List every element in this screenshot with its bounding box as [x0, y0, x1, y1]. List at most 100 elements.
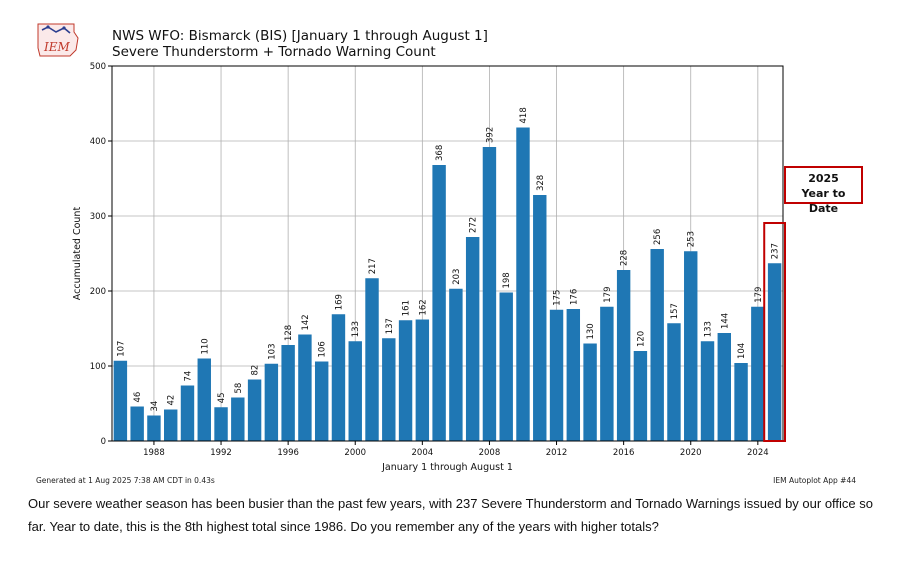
bar-value-label: 82 — [251, 365, 261, 376]
bar-value-label: 133 — [704, 321, 714, 337]
bar-2003 — [398, 320, 413, 441]
bar-value-label: 418 — [519, 107, 529, 123]
bar-1986 — [113, 360, 128, 441]
bar-value-label: 169 — [334, 294, 344, 310]
bar-1990 — [180, 385, 195, 441]
app-note: IEM Autoplot App #44 — [773, 476, 856, 485]
bar-1988 — [147, 415, 161, 441]
bar-value-label: 120 — [636, 331, 646, 347]
bar-value-label: 142 — [301, 314, 311, 330]
bar-value-label: 34 — [150, 401, 160, 412]
bar-value-label: 179 — [754, 287, 764, 303]
year-to-date-annotation: 2025 Year to Date — [784, 166, 863, 215]
bar-value-label: 237 — [771, 243, 781, 259]
bar-value-label: 162 — [418, 299, 428, 315]
bar-value-label: 176 — [569, 289, 579, 305]
bar-value-label: 133 — [351, 321, 361, 337]
bar-value-label: 368 — [435, 145, 445, 161]
bar-value-label: 392 — [485, 127, 495, 143]
bar-2008 — [482, 147, 497, 441]
bar-1987 — [130, 406, 144, 441]
bar-value-label: 128 — [284, 325, 294, 341]
bar-value-label: 161 — [402, 300, 412, 316]
bar-2005 — [432, 165, 446, 441]
y-tick-label: 200 — [90, 287, 106, 297]
x-tick-label: 2000 — [344, 448, 366, 458]
bar-2011 — [533, 195, 547, 441]
x-tick-label: 2008 — [479, 448, 501, 458]
bar-1996 — [281, 345, 295, 441]
bar-2004 — [415, 319, 430, 441]
bar-value-label: 45 — [217, 392, 227, 403]
bar-2021 — [700, 341, 715, 441]
x-axis-label: January 1 through August 1 — [381, 462, 513, 473]
bar-value-label: 104 — [737, 343, 747, 359]
bar-value-label: 198 — [502, 272, 512, 288]
y-axis: 0 100 200 300 400 500 — [90, 62, 112, 447]
bars — [113, 127, 782, 441]
y-tick-label: 100 — [90, 362, 106, 372]
y-tick-label: 400 — [90, 137, 106, 147]
bar-2001 — [365, 278, 379, 441]
bar-value-label: 46 — [133, 392, 143, 403]
bar-value-label: 157 — [670, 303, 680, 319]
bar-1992 — [214, 407, 228, 441]
bar-value-label: 228 — [620, 250, 630, 266]
bar-2018 — [650, 249, 664, 441]
bar-2002 — [382, 338, 396, 441]
bar-value-label: 137 — [385, 318, 395, 334]
bar-value-label: 130 — [586, 323, 596, 339]
bar-value-label: 42 — [167, 395, 177, 406]
plot-frame — [111, 65, 784, 442]
bar-value-label: 103 — [267, 344, 277, 360]
bar-value-label: 58 — [234, 383, 244, 394]
bar-2014 — [583, 343, 597, 441]
bar-1999 — [331, 314, 346, 441]
grid-lines — [112, 65, 783, 442]
y-axis-label: Accumulated Count — [72, 207, 83, 301]
x-axis: 1988 1992 1996 2000 2004 2008 2012 2016 2020 2024 — [143, 441, 769, 458]
bar-value-label: 175 — [553, 290, 563, 306]
bar-value-label: 253 — [687, 231, 697, 247]
bar-value-label: 179 — [603, 287, 613, 303]
x-tick-label: 1992 — [210, 448, 232, 458]
bar-2024 — [751, 306, 765, 441]
x-tick-label: 2020 — [680, 448, 702, 458]
bar-2025 — [767, 263, 782, 441]
bar-value-label: 256 — [653, 229, 663, 245]
bar-2006 — [449, 288, 463, 441]
annotation-year: 2025 — [808, 172, 839, 185]
annotation-text: Year to Date — [801, 187, 846, 215]
bar-2022 — [717, 333, 731, 441]
x-tick-label: 1996 — [277, 448, 299, 458]
bar-2010 — [516, 127, 530, 441]
bar-value-label: 106 — [318, 341, 328, 357]
x-tick-label: 2024 — [747, 448, 769, 458]
title-line-1: NWS WFO: Bismarck (BIS) [January 1 throu… — [112, 28, 488, 44]
x-tick-label: 1988 — [143, 448, 165, 458]
bar-value-label: 144 — [720, 313, 730, 329]
bar-2023 — [734, 363, 748, 441]
y-tick-label: 0 — [101, 437, 106, 447]
bar-2016 — [616, 270, 631, 441]
logo-text: IEM — [43, 40, 71, 54]
generated-note: Generated at 1 Aug 2025 7:38 AM CDT in 0… — [36, 476, 215, 485]
bar-1997 — [298, 334, 312, 441]
y-tick-label: 300 — [90, 212, 106, 222]
bar-value-label: 74 — [183, 371, 193, 382]
bar-2019 — [667, 323, 681, 441]
x-tick-label: 2004 — [412, 448, 434, 458]
bar-chart: 107 46 34 42 74 110 45 58 82 103 128 142 106 169 133 21… — [72, 62, 786, 473]
bar-1993 — [231, 397, 245, 441]
x-tick-label: 2012 — [546, 448, 568, 458]
bar-1995 — [264, 363, 279, 441]
bar-value-label: 110 — [200, 338, 210, 354]
bar-2000 — [348, 341, 362, 441]
bar-1998 — [314, 361, 329, 441]
bar-value-label: 272 — [469, 217, 479, 233]
bar-1991 — [197, 358, 211, 441]
bar-value-label: 203 — [452, 269, 462, 285]
chart-title: NWS WFO: Bismarck (BIS) [January 1 throu… — [112, 28, 488, 60]
bar-value-label: 328 — [536, 175, 546, 191]
bar-value-label: 107 — [116, 341, 126, 357]
